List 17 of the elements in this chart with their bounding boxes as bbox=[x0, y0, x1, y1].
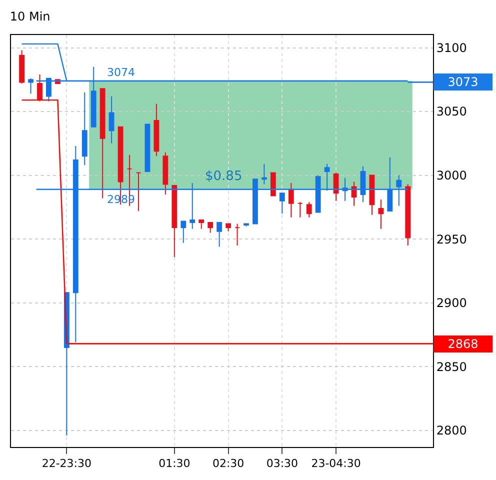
chart-title: 10 Min bbox=[10, 9, 50, 24]
y-tick-label: 2800 bbox=[436, 424, 467, 438]
x-tick-label: 23-04:30 bbox=[311, 457, 361, 470]
y-tick-label: 2850 bbox=[436, 360, 467, 374]
ref-line-label: 2868 bbox=[448, 337, 478, 351]
ref-line-label: 3073 bbox=[448, 75, 478, 89]
ref-line-label: 3074 bbox=[107, 66, 135, 79]
x-tick-label: 03:30 bbox=[266, 457, 298, 470]
y-tick-label: 2950 bbox=[436, 232, 467, 246]
y-tick-label: 3050 bbox=[436, 104, 467, 119]
y-tick-label: 2900 bbox=[436, 296, 467, 310]
band-label: $0.85 bbox=[205, 169, 242, 184]
y-tick-label: 3000 bbox=[436, 168, 467, 183]
x-tick-label: 02:30 bbox=[212, 457, 244, 470]
y-tick-label: 3100 bbox=[436, 40, 467, 55]
x-tick-label: 01:30 bbox=[158, 457, 190, 470]
x-tick-label: 22-23:30 bbox=[42, 457, 92, 470]
